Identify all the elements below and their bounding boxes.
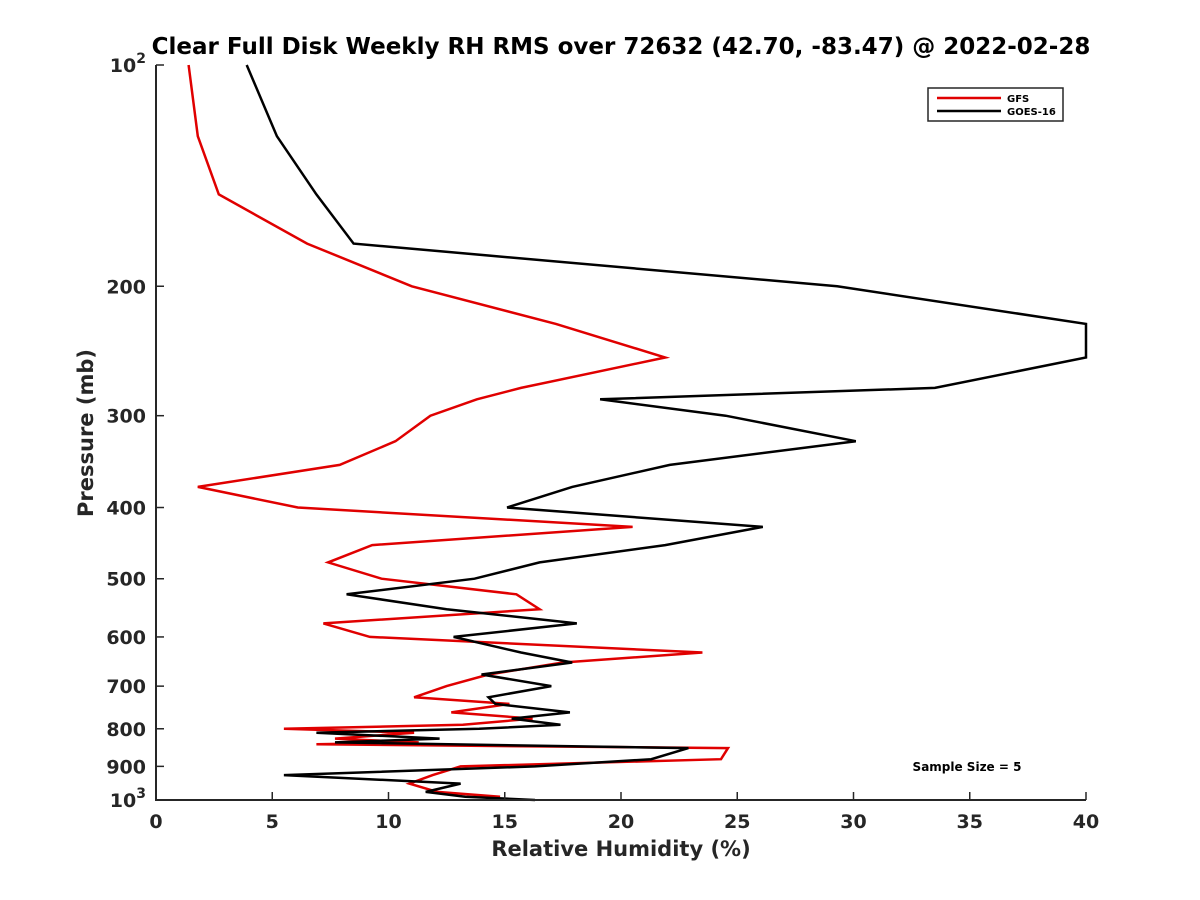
y-tick-label: 200 xyxy=(106,276,146,298)
x-tick-label: 10 xyxy=(375,811,401,833)
y-tick-label: 800 xyxy=(106,719,146,741)
series-line-goes16 xyxy=(245,64,1088,802)
y-axis-label: Pressure (mb) xyxy=(74,349,98,517)
legend-label-gfs: GFS xyxy=(1007,94,1029,105)
y-tick-label: 500 xyxy=(106,569,146,591)
y-tick-base: 10 xyxy=(110,55,136,77)
plot-background xyxy=(156,65,1086,800)
legend-box xyxy=(927,87,1064,122)
sample-size-annotation: Sample Size = 5 xyxy=(913,760,1022,774)
y-tick-label: 600 xyxy=(106,627,146,649)
x-axis-ticks: 0 5 10 15 20 25 30 35 40 xyxy=(149,792,1099,833)
y-tick-base: 10 xyxy=(110,790,136,812)
y-tick-label: 103 xyxy=(110,786,146,812)
x-tick-label: 5 xyxy=(266,811,279,833)
y-tick-exponent: 2 xyxy=(136,51,146,67)
y-tick-label: 900 xyxy=(106,756,146,778)
plot-area: 0 5 10 15 20 25 30 35 40 10220030040050060070080… xyxy=(106,51,1099,833)
legend-label-goes16: GOES-16 xyxy=(1007,107,1056,118)
x-tick-label: 30 xyxy=(840,811,866,833)
series-line-gfs xyxy=(187,64,731,799)
x-tick-label: 20 xyxy=(608,811,634,833)
x-axis-label: Relative Humidity (%) xyxy=(491,837,750,861)
chart-title: Clear Full Disk Weekly RH RMS over 72632… xyxy=(152,34,1091,60)
x-tick-label: 40 xyxy=(1073,811,1099,833)
x-tick-label: 35 xyxy=(957,811,983,833)
x-tick-label: 25 xyxy=(724,811,750,833)
y-tick-exponent: 3 xyxy=(136,786,146,802)
x-tick-label: 0 xyxy=(149,811,162,833)
y-tick-label: 300 xyxy=(106,406,146,428)
y-tick-label: 700 xyxy=(106,676,146,698)
legend: GFS GOES-16 xyxy=(927,87,1064,122)
y-tick-label: 102 xyxy=(110,51,146,77)
y-tick-label: 400 xyxy=(106,498,146,520)
x-tick-label: 15 xyxy=(492,811,518,833)
series-layer xyxy=(187,64,1088,802)
